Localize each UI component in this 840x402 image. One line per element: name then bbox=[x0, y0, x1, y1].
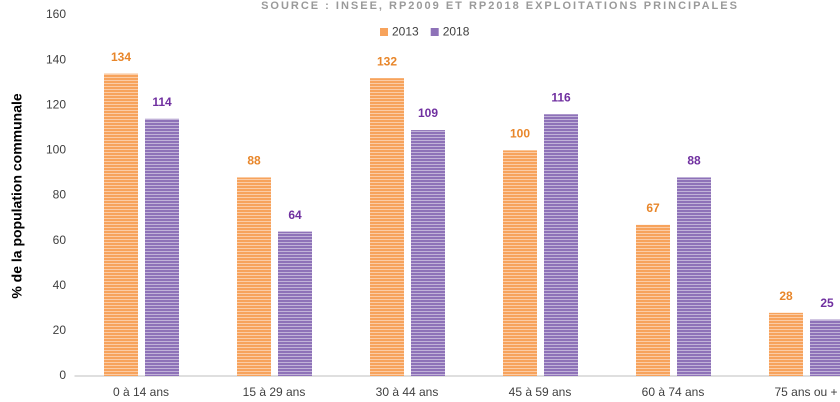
y-tick-label: 40 bbox=[53, 278, 67, 292]
data-label: 134 bbox=[111, 50, 131, 64]
data-label: 114 bbox=[152, 95, 172, 109]
bar bbox=[411, 130, 445, 376]
bar bbox=[503, 150, 537, 376]
legend-swatch bbox=[380, 28, 388, 36]
bar bbox=[370, 78, 404, 377]
bar bbox=[278, 231, 312, 376]
y-tick-label: 100 bbox=[46, 143, 66, 157]
y-tick-label: 140 bbox=[46, 52, 66, 66]
y-tick-label: 20 bbox=[53, 323, 67, 337]
data-label: 28 bbox=[779, 289, 793, 303]
data-label: 25 bbox=[820, 296, 834, 310]
bar bbox=[677, 177, 711, 376]
x-tick-label: 30 à 44 ans bbox=[376, 385, 439, 399]
bar bbox=[145, 118, 179, 376]
data-label: 88 bbox=[687, 154, 701, 168]
bar bbox=[237, 177, 271, 376]
bar bbox=[769, 312, 803, 376]
bar bbox=[104, 73, 138, 376]
chart-subtitle: SOURCE : INSEE, RP2009 ET RP2018 EXPLOIT… bbox=[261, 0, 739, 12]
legend-label: 2018 bbox=[443, 25, 470, 39]
y-tick-label: 120 bbox=[46, 97, 66, 111]
y-tick-label: 80 bbox=[53, 188, 67, 202]
data-label: 100 bbox=[510, 127, 530, 141]
x-tick-label: 15 à 29 ans bbox=[243, 385, 306, 399]
x-tick-label: 0 à 14 ans bbox=[113, 385, 169, 399]
data-label: 132 bbox=[377, 54, 397, 68]
y-tick-label: 0 bbox=[59, 368, 66, 382]
y-axis-label: % de la population communale bbox=[9, 93, 25, 299]
data-label: 67 bbox=[646, 201, 660, 215]
data-label: 88 bbox=[247, 154, 261, 168]
bar bbox=[544, 114, 578, 377]
data-label: 116 bbox=[551, 90, 571, 104]
legend-label: 2013 bbox=[392, 25, 419, 39]
x-tick-label: 60 à 74 ans bbox=[642, 385, 705, 399]
y-tick-label: 60 bbox=[53, 233, 67, 247]
bar bbox=[636, 224, 670, 376]
data-label: 64 bbox=[288, 208, 302, 222]
legend-swatch bbox=[430, 28, 439, 36]
x-tick-label: 45 à 59 ans bbox=[509, 385, 572, 399]
x-tick-label: 75 ans ou + bbox=[774, 385, 837, 399]
data-label: 109 bbox=[418, 106, 438, 120]
y-tick-label: 160 bbox=[46, 7, 66, 21]
bar bbox=[810, 319, 840, 376]
